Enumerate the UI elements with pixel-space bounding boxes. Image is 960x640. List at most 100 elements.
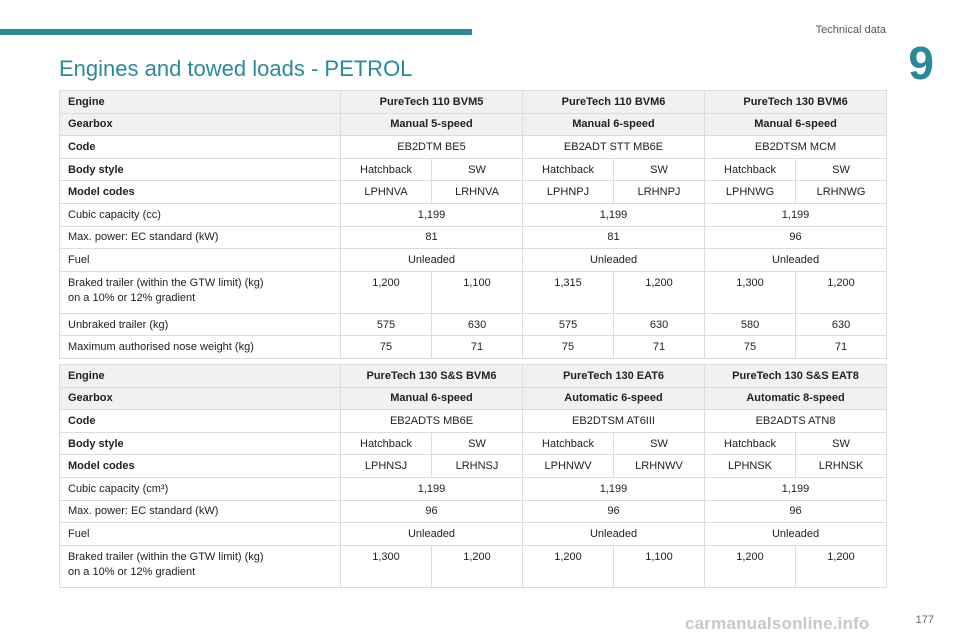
gearbox-row: Gearbox Manual 6-speed Automatic 6-speed… <box>59 386 888 411</box>
model-code-cell: LRHNWV <box>613 454 706 478</box>
engine-spec-table-2: Engine PureTech 130 S&S BVM6 PureTech 13… <box>59 364 888 588</box>
row-label: Fuel <box>59 248 341 272</box>
fuel-row: Fuel Unleaded Unleaded Unleaded <box>59 248 888 272</box>
row-label: Model codes <box>59 180 341 204</box>
engine-cell: PureTech 130 EAT6 <box>522 364 706 388</box>
max-power-cell: 96 <box>522 499 706 524</box>
model-code-cell: LPHNSJ <box>340 454 432 478</box>
chapter-number: 9 <box>908 37 934 89</box>
row-label: Gearbox <box>59 112 341 137</box>
body-style-row: Body style Hatchback SW Hatchback SW Hat… <box>59 431 888 456</box>
braked-trailer-cell: 1,315 <box>522 270 615 314</box>
body-style-cell: SW <box>613 431 706 456</box>
model-codes-row: Model codes LPHNSJ LRHNSJ LPHNWV LRHNWV … <box>59 454 888 478</box>
braked-trailer-cell: 1,200 <box>795 544 888 588</box>
model-code-cell: LPHNWV <box>522 454 615 478</box>
row-label: Maximum authorised nose weight (kg) <box>59 335 341 359</box>
row-label: Body style <box>59 431 341 456</box>
body-style-cell: SW <box>430 157 524 182</box>
nose-weight-cell: 75 <box>704 335 797 359</box>
fuel-cell: Unleaded <box>704 248 888 272</box>
model-code-cell: LPHNWG <box>704 180 797 204</box>
gearbox-cell: Manual 6-speed <box>704 112 888 137</box>
body-style-cell: SW <box>795 157 888 182</box>
fuel-cell: Unleaded <box>522 248 706 272</box>
gearbox-cell: Automatic 8-speed <box>704 386 888 411</box>
braked-trailer-cell: 1,100 <box>613 544 706 588</box>
unbraked-trailer-cell: 575 <box>340 312 432 337</box>
nose-weight-cell: 71 <box>613 335 706 359</box>
model-code-cell: LPHNPJ <box>522 180 615 204</box>
braked-trailer-cell: 1,200 <box>340 270 432 314</box>
nose-weight-cell: 75 <box>522 335 615 359</box>
body-style-cell: Hatchback <box>522 431 615 456</box>
unbraked-trailer-cell: 630 <box>613 312 706 337</box>
braked-trailer-cell: 1,200 <box>522 544 615 588</box>
braked-trailer-cell: 1,200 <box>704 544 797 588</box>
code-row: Code EB2ADTS MB6E EB2DTSM AT6III EB2ADTS… <box>59 409 888 433</box>
model-code-cell: LPHNSK <box>704 454 797 478</box>
max-power-row: Max. power: EC standard (kW) 81 81 96 <box>59 225 888 250</box>
braked-trailer-cell: 1,300 <box>340 544 432 588</box>
engine-cell: PureTech 130 S&S EAT8 <box>704 364 888 388</box>
cubic-capacity-cell: 1,199 <box>522 476 706 501</box>
unbraked-trailer-cell: 575 <box>522 312 615 337</box>
max-power-cell: 81 <box>339 225 524 250</box>
model-code-cell: LRHNVA <box>430 180 524 204</box>
row-label: Braked trailer (within the GTW limit) (k… <box>59 270 341 314</box>
row-label: Engine <box>59 364 341 388</box>
body-style-cell: Hatchback <box>704 157 797 182</box>
braked-trailer-cell: 1,100 <box>430 270 524 314</box>
engine-spec-table-1: Engine PureTech 110 BVM5 PureTech 110 BV… <box>59 90 888 359</box>
header-accent-bar <box>0 29 472 35</box>
cubic-capacity-cell: 1,199 <box>704 476 888 501</box>
model-code-cell: LRHNPJ <box>613 180 706 204</box>
row-label: Cubic capacity (cc) <box>59 202 341 227</box>
nose-weight-cell: 71 <box>430 335 524 359</box>
gearbox-cell: Manual 6-speed <box>339 386 524 411</box>
body-style-cell: SW <box>795 431 888 456</box>
code-cell: EB2ADTS MB6E <box>339 409 524 433</box>
row-label: Model codes <box>59 454 341 478</box>
braked-trailer-label-line1: Braked trailer (within the GTW limit) (k… <box>68 550 264 563</box>
braked-trailer-label-line2: on a 10% or 12% gradient <box>68 565 196 578</box>
row-label: Gearbox <box>59 386 341 411</box>
unbraked-trailer-cell: 580 <box>704 312 797 337</box>
max-power-cell: 96 <box>704 499 888 524</box>
row-label: Fuel <box>59 522 341 546</box>
model-code-cell: LRHNSK <box>795 454 888 478</box>
braked-trailer-label-line2: on a 10% or 12% gradient <box>68 291 196 304</box>
body-style-row: Body style Hatchback SW Hatchback SW Hat… <box>59 157 888 182</box>
model-code-cell: LRHNWG <box>795 180 888 204</box>
max-power-row: Max. power: EC standard (kW) 96 96 96 <box>59 499 888 524</box>
watermark: carmanualsonline.info <box>685 614 870 633</box>
nose-weight-cell: 75 <box>340 335 432 359</box>
body-style-cell: SW <box>430 431 524 456</box>
braked-trailer-row: Braked trailer (within the GTW limit) (k… <box>59 544 888 588</box>
row-label: Body style <box>59 157 341 182</box>
code-cell: EB2DTSM AT6III <box>522 409 706 433</box>
unbraked-trailer-cell: 630 <box>430 312 524 337</box>
cubic-capacity-cell: 1,199 <box>522 202 706 227</box>
gearbox-cell: Manual 6-speed <box>522 112 706 137</box>
code-cell: EB2ADTS ATN8 <box>704 409 888 433</box>
cubic-capacity-row: Cubic capacity (cc) 1,199 1,199 1,199 <box>59 202 888 227</box>
body-style-cell: Hatchback <box>340 157 432 182</box>
engine-row: Engine PureTech 130 S&S BVM6 PureTech 13… <box>59 364 888 388</box>
body-style-cell: SW <box>613 157 706 182</box>
fuel-cell: Unleaded <box>704 522 888 546</box>
body-style-cell: Hatchback <box>522 157 615 182</box>
fuel-cell: Unleaded <box>339 522 524 546</box>
braked-trailer-row: Braked trailer (within the GTW limit) (k… <box>59 270 888 314</box>
cubic-capacity-cell: 1,199 <box>339 202 524 227</box>
row-label: Cubic capacity (cm³) <box>59 476 341 501</box>
code-row: Code EB2DTM BE5 EB2ADT STT MB6E EB2DTSM … <box>59 135 888 159</box>
row-label: Max. power: EC standard (kW) <box>59 225 341 250</box>
cubic-capacity-cell: 1,199 <box>339 476 524 501</box>
row-label: Braked trailer (within the GTW limit) (k… <box>59 544 341 588</box>
gearbox-cell: Automatic 6-speed <box>522 386 706 411</box>
fuel-cell: Unleaded <box>522 522 706 546</box>
row-label: Code <box>59 135 341 159</box>
fuel-cell: Unleaded <box>339 248 524 272</box>
braked-trailer-label-line1: Braked trailer (within the GTW limit) (k… <box>68 276 264 289</box>
